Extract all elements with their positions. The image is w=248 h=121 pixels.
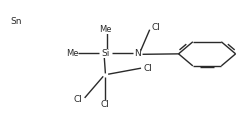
Text: Me: Me xyxy=(66,49,78,58)
Text: Cl: Cl xyxy=(143,64,152,73)
Text: Cl: Cl xyxy=(152,23,161,32)
Text: Cl: Cl xyxy=(74,95,83,104)
Text: N: N xyxy=(134,49,141,58)
Text: Sn: Sn xyxy=(10,17,22,26)
Text: Me: Me xyxy=(99,25,112,34)
Text: Cl: Cl xyxy=(101,100,110,109)
Text: Si: Si xyxy=(101,49,110,58)
